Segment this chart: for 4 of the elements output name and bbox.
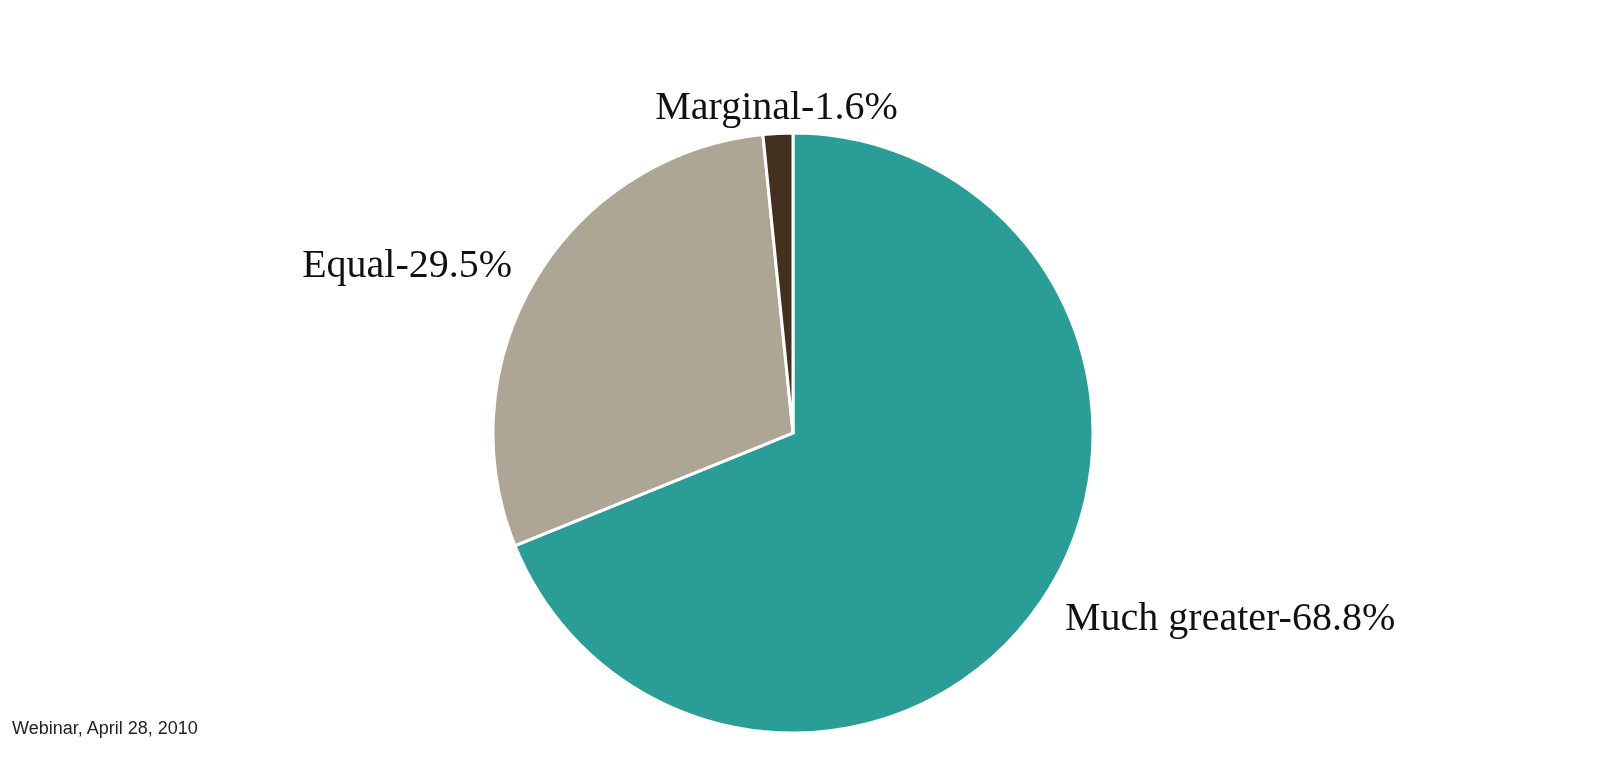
slice-label: Equal-29.5% [302, 241, 513, 287]
slice-label: Marginal-1.6% [655, 82, 898, 128]
slice-label: Much greater-68.8% [1065, 593, 1396, 639]
text: Webinar, April 28, 2010 [12, 718, 198, 739]
